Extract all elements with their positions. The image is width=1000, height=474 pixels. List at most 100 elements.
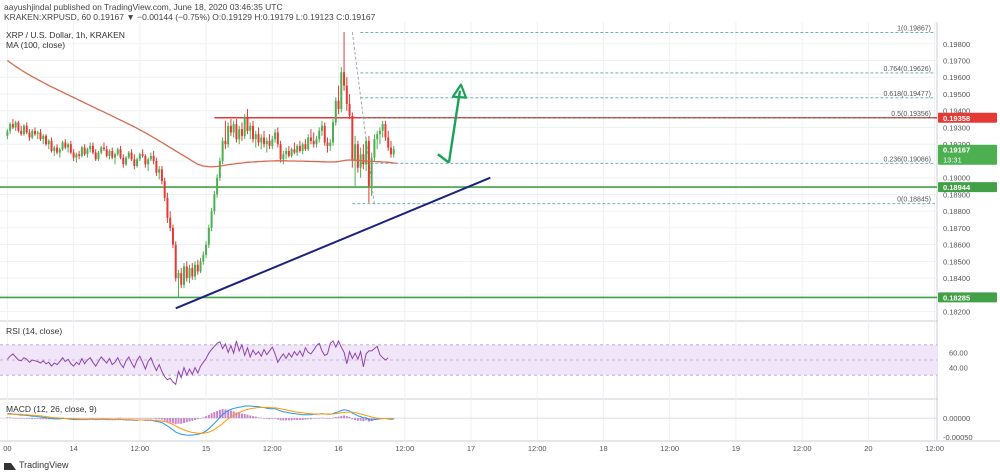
macd-histogram-bar <box>304 418 307 420</box>
candle-body <box>318 130 321 140</box>
candle-body <box>56 147 59 153</box>
macd-histogram-bar <box>354 418 357 420</box>
price-tick-label: 0.19000 <box>943 174 970 183</box>
rsi-tick-label: 40.00 <box>949 364 968 373</box>
macd-histogram-bar <box>196 418 199 420</box>
candle-body <box>362 154 365 165</box>
candle-body <box>276 132 279 145</box>
projection-arrow-leg <box>437 153 450 164</box>
macd-histogram-bar <box>199 418 202 419</box>
candle-body <box>301 144 304 151</box>
macd-histogram-bar <box>260 417 263 419</box>
drawings[interactable] <box>175 83 491 310</box>
candle-body <box>199 261 202 272</box>
macd-histogram-bar <box>296 418 299 420</box>
time-axis[interactable]: 00 14 12:00 15 12:00 16 12:00 17 12:00 18 12:00 19 1… <box>3 444 944 453</box>
macd-histogram-bar <box>210 413 213 419</box>
macd-histogram-bar <box>36 418 39 419</box>
macd-histogram-bar <box>207 414 210 419</box>
macd-histogram-bar <box>362 418 365 422</box>
macd-histogram-bar <box>31 418 34 420</box>
candle-body <box>36 132 39 135</box>
candle-body <box>39 132 42 140</box>
macd-histogram-bar <box>356 418 359 421</box>
candle-body <box>105 149 108 156</box>
macd-histogram-bar <box>340 415 343 419</box>
candle-body <box>304 144 307 150</box>
candle-body <box>80 147 83 156</box>
macd-histogram-bar <box>155 418 158 420</box>
macd-histogram-bar <box>116 417 119 419</box>
candle-body <box>221 140 224 161</box>
candle-body <box>274 132 277 140</box>
time-tick-label: 19 <box>732 444 740 453</box>
candle-body <box>152 155 155 161</box>
candle-body <box>218 160 221 178</box>
candle-body <box>149 155 152 160</box>
rsi-background <box>0 344 937 376</box>
macd-histogram-bar <box>235 412 238 419</box>
fib-trend-line <box>351 31 375 205</box>
macd-histogram-bar <box>290 418 293 421</box>
fib-level-label: 0.5(0.19356) <box>891 111 931 118</box>
candle-body <box>185 266 188 279</box>
time-tick-label: 12:00 <box>660 444 679 453</box>
tradingview-logo[interactable]: TradingView <box>4 460 69 470</box>
macd-histogram-bar <box>298 418 301 420</box>
candle-body <box>100 147 103 153</box>
macd-histogram-bar <box>312 418 315 419</box>
macd-histogram-bar <box>263 418 266 419</box>
price-tick-label: 0.18600 <box>943 241 970 250</box>
macd-histogram-bar <box>318 418 321 419</box>
macd-histogram-bar <box>174 418 177 425</box>
macd-histogram-bar <box>240 413 243 419</box>
candle-body <box>53 147 56 151</box>
trading-chart[interactable]: 1(0.19867) 0.764(0.19626) 0.618(0.19477) 0.… <box>0 22 1000 458</box>
macd-histogram-bar <box>249 415 252 419</box>
price-badge-label: 0.18944 <box>943 183 971 192</box>
candle-body <box>171 227 174 245</box>
candle-body <box>42 135 45 140</box>
price-badge <box>938 112 997 123</box>
candle-body <box>257 134 260 143</box>
projection-arrow-shaft <box>447 90 462 163</box>
candle-body <box>207 227 210 245</box>
price-tick-label: 0.18800 <box>943 207 970 216</box>
macd-histogram-bar <box>122 418 125 419</box>
brand-label: TradingView <box>19 460 69 470</box>
candle-body <box>6 130 9 136</box>
price-axis[interactable]: 0.198000.197000.196000.195000.194000.193… <box>938 22 1000 442</box>
price-tick-label: 0.19300 <box>943 123 970 132</box>
macd-histogram-bar <box>373 418 376 420</box>
macd-histogram-bar <box>147 418 150 419</box>
macd-histogram-bar <box>17 418 20 419</box>
candle-body <box>94 152 97 160</box>
macd-histogram-bar <box>307 418 310 420</box>
candle-body <box>296 145 299 153</box>
price-badge-label: 0.19358 <box>943 114 970 123</box>
macd-histogram-bar <box>229 410 232 419</box>
candle-body <box>108 150 111 156</box>
candle-body <box>345 85 348 105</box>
candle-body <box>392 149 395 155</box>
macd-histogram-bar <box>171 418 174 424</box>
candle-body <box>61 142 64 150</box>
candle-body <box>326 142 329 146</box>
time-tick-label: 12:00 <box>130 444 149 453</box>
macd-histogram-bar <box>221 409 224 419</box>
candle-body <box>169 217 172 228</box>
macd-histogram-bar <box>158 418 161 420</box>
price-tick-label: 0.19500 <box>943 90 970 99</box>
macd-histogram-bar <box>320 417 323 419</box>
macd-histogram-bar <box>202 417 205 419</box>
macd-histogram-bar <box>138 418 141 419</box>
macd-signal-line <box>7 407 394 434</box>
time-tick-label: 12:00 <box>263 444 282 453</box>
macd-histogram-bar <box>169 418 172 423</box>
symbol-legend: XRP / U.S. Dollar, 1h, KRAKEN <box>6 30 125 40</box>
macd-histogram-bar <box>9 417 12 419</box>
candle-body <box>298 145 301 151</box>
candle-body <box>320 125 323 131</box>
fib-level-label: 0.764(0.19626) <box>884 66 931 73</box>
candle-body <box>224 140 227 145</box>
